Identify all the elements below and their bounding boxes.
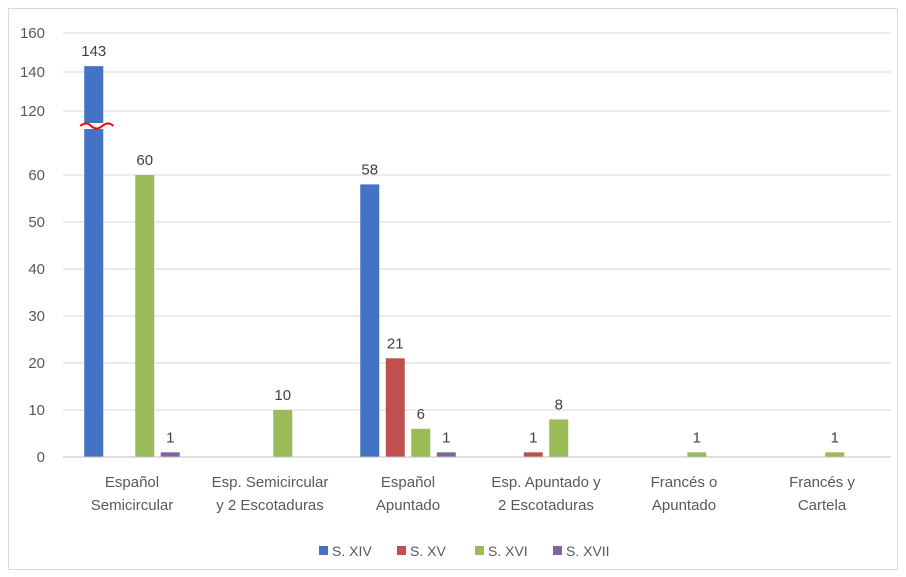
axis-break-gap	[82, 123, 106, 129]
x-category-label: Esp. Semicircular	[212, 474, 329, 491]
x-category-label: y 2 Escotaduras	[216, 497, 324, 514]
data-label: 8	[555, 396, 563, 413]
data-label: 21	[387, 335, 404, 352]
bar	[135, 175, 155, 457]
bar	[549, 419, 569, 457]
bar	[273, 410, 293, 457]
data-label: 58	[361, 161, 378, 178]
legend-swatch	[397, 546, 406, 555]
x-category-label: Francés o	[651, 474, 718, 491]
bar	[523, 452, 543, 457]
y-tick-label: 30	[28, 308, 45, 325]
bar	[160, 452, 180, 457]
bar	[84, 66, 104, 458]
bar	[825, 452, 845, 457]
legend-swatch	[553, 546, 562, 555]
bar	[687, 452, 707, 457]
legend-swatch	[319, 546, 328, 555]
data-label: 10	[274, 387, 291, 404]
y-tick-label: 20	[28, 355, 45, 372]
chart-frame: 0 10 20 30 40 50 60 120 140 160 143 60 1 10 58 21 6 1 1 8 1 1…	[8, 8, 898, 570]
bar	[385, 358, 405, 457]
x-category-label: Cartela	[798, 497, 847, 514]
x-category-label: 2 Escotaduras	[498, 497, 594, 514]
bar	[360, 184, 380, 457]
y-tick-label: 160	[20, 25, 45, 42]
x-category-label: Español	[105, 474, 159, 491]
data-label: 1	[442, 429, 450, 446]
y-tick-label: 140	[20, 64, 45, 81]
data-label: 6	[417, 406, 425, 423]
x-category-label: Esp. Apuntado y	[491, 474, 601, 491]
y-tick-label: 10	[28, 402, 45, 419]
x-category-label: Francés y	[789, 474, 855, 491]
data-label: 143	[81, 43, 106, 60]
x-category-label: Español	[381, 474, 435, 491]
x-category-label: Semicircular	[91, 497, 174, 514]
data-label: 1	[529, 429, 537, 446]
y-tick-label: 120	[20, 103, 45, 120]
x-category-label: Apuntado	[376, 497, 440, 514]
data-label: 1	[693, 429, 701, 446]
y-tick-label: 40	[28, 261, 45, 278]
legend-swatch	[475, 546, 484, 555]
x-category-label: Apuntado	[652, 497, 716, 514]
bar	[411, 428, 431, 457]
axis-break-mark	[79, 122, 114, 130]
y-tick-label: 0	[37, 449, 45, 466]
data-label: 1	[166, 429, 174, 446]
y-tick-label: 50	[28, 214, 45, 231]
legend-label: S. XVII	[566, 543, 610, 559]
legend-label: S. XVI	[488, 543, 528, 559]
y-tick-label: 60	[28, 167, 45, 184]
legend-label: S. XV	[410, 543, 446, 559]
data-label: 60	[136, 152, 153, 169]
legend-label: S. XIV	[332, 543, 372, 559]
bar	[436, 452, 456, 457]
data-label: 1	[831, 429, 839, 446]
